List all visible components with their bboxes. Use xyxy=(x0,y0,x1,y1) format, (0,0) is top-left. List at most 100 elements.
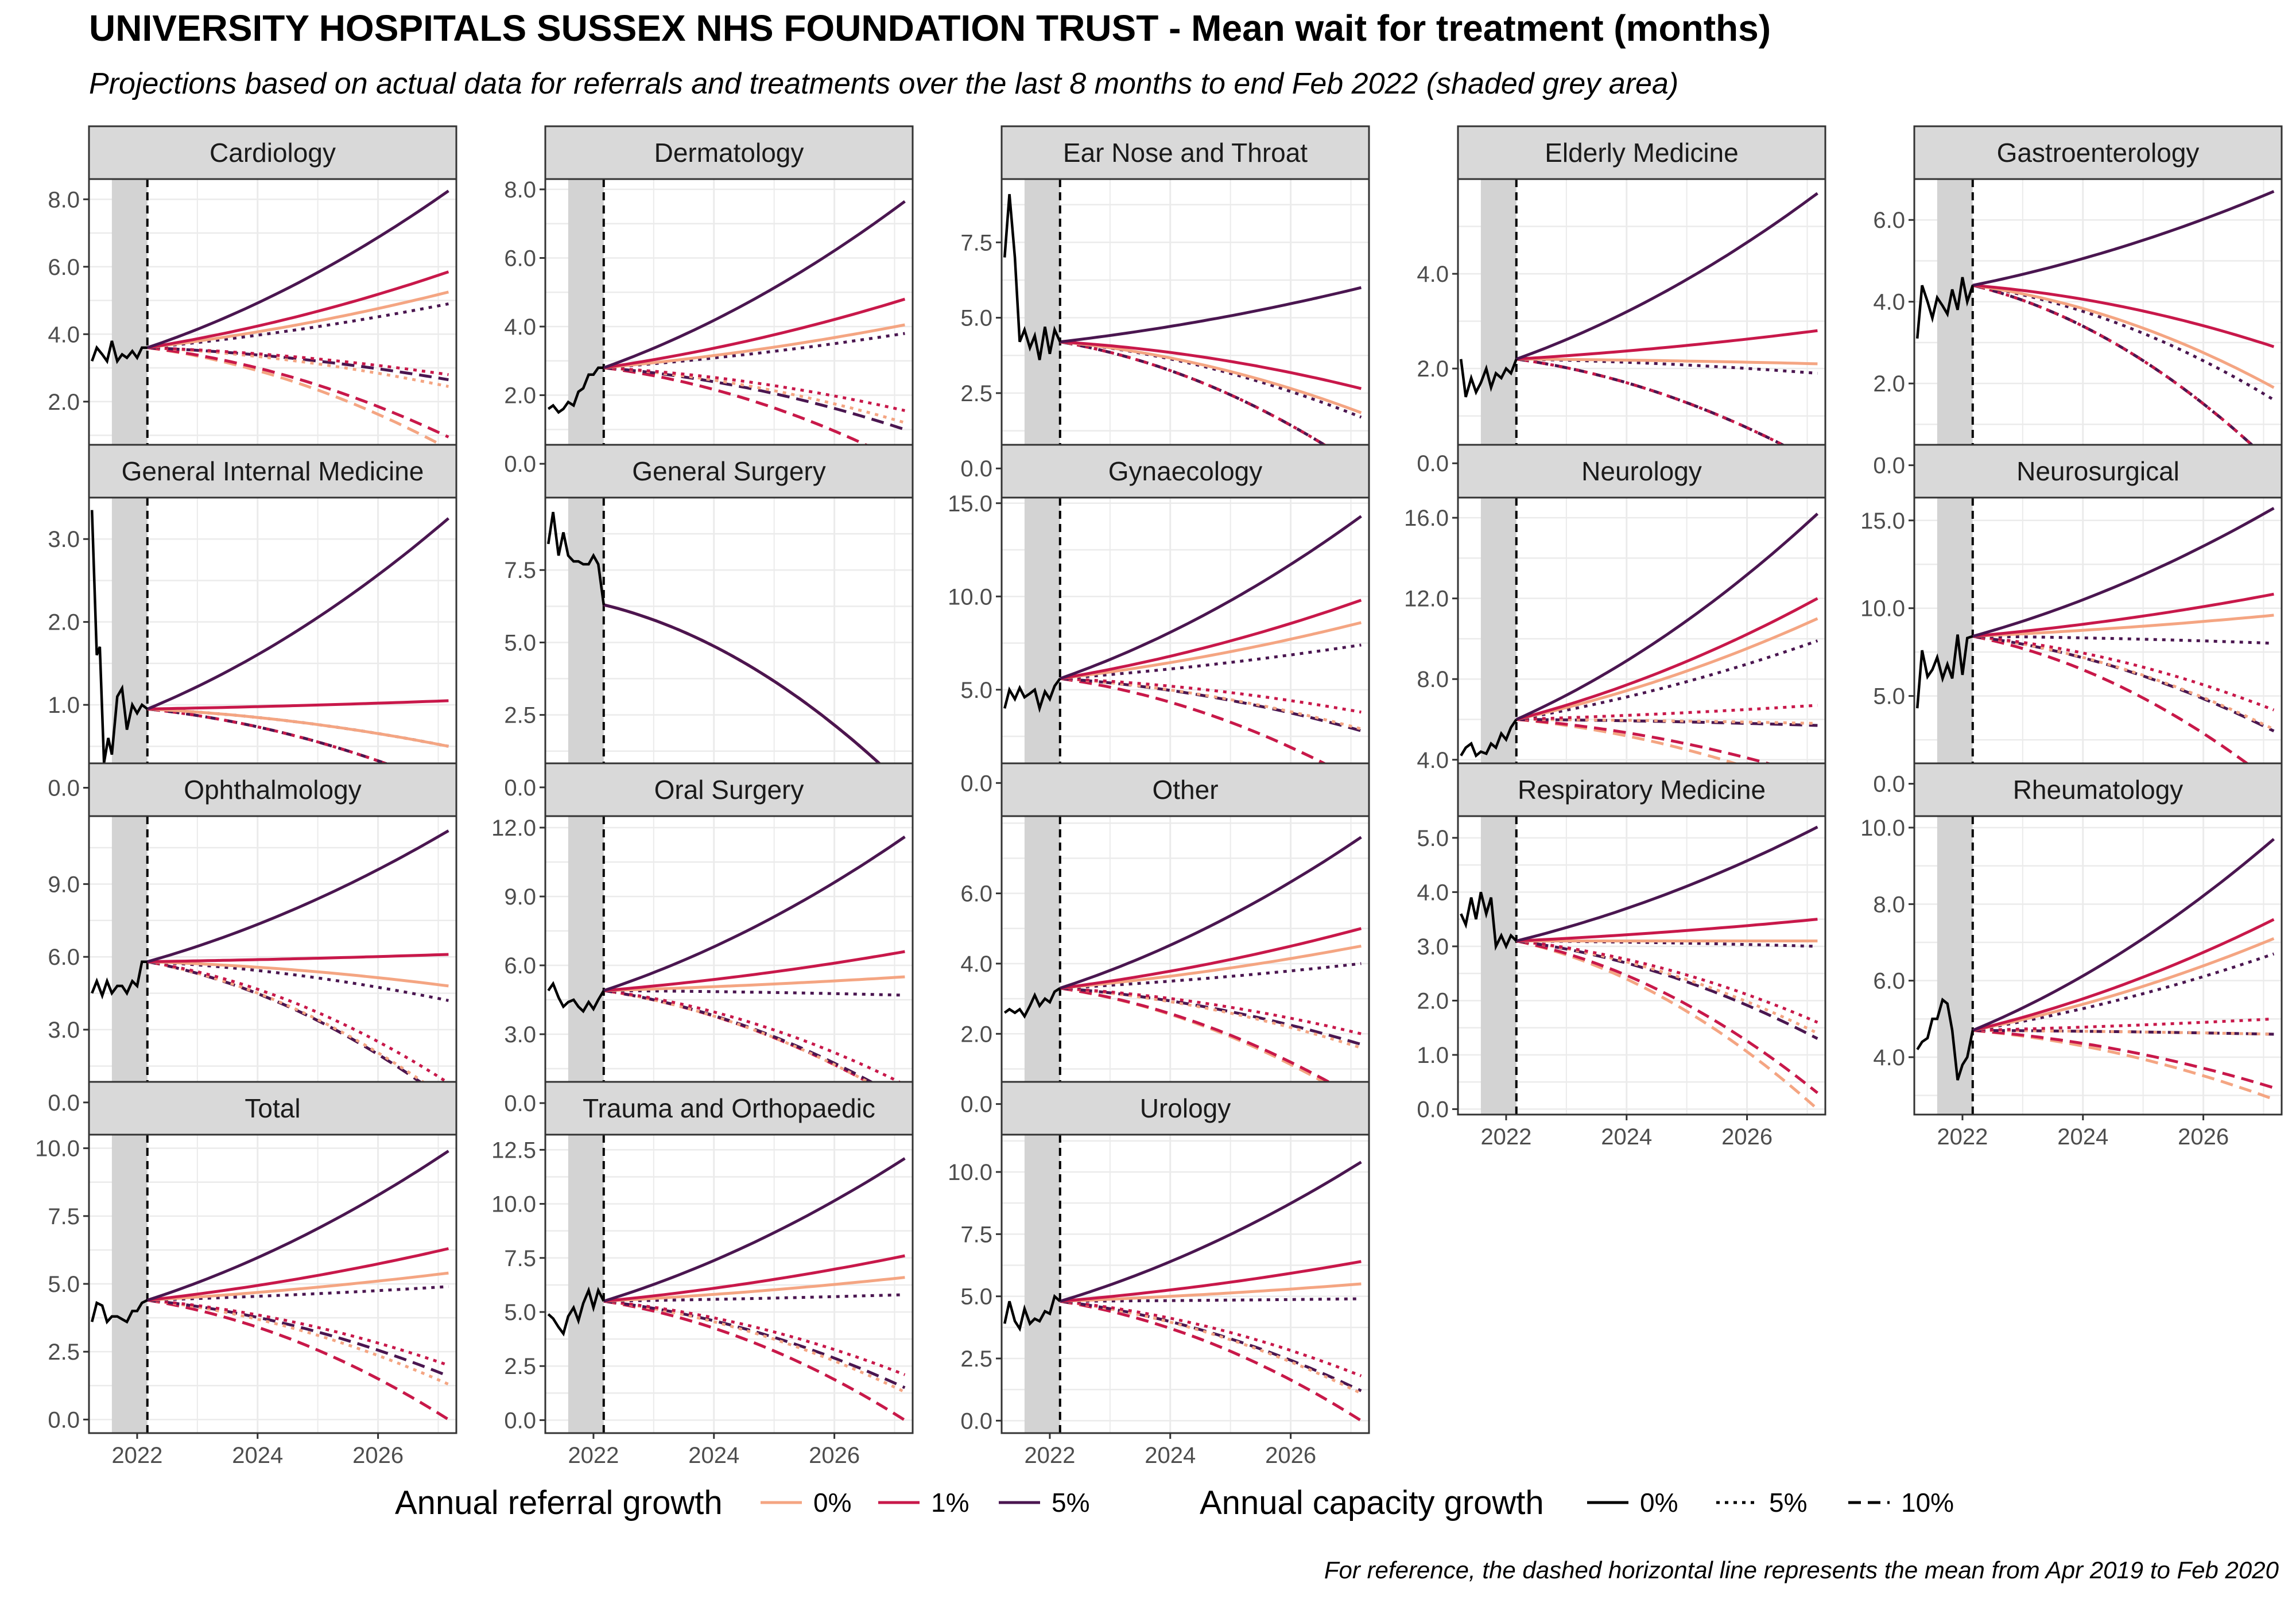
y-tick-label: 6.0 xyxy=(1873,208,1905,233)
y-tick-label: 0.0 xyxy=(504,1408,536,1433)
series-ref-1pct-cap5 xyxy=(1972,284,2275,467)
series-ref-1pct-cap0 xyxy=(1516,918,1818,942)
projection-lines xyxy=(1003,836,1362,1105)
strip-background xyxy=(544,444,914,499)
series-ref-0pct-cap5 xyxy=(1516,718,1818,725)
shaded-actual-period xyxy=(1024,1135,1060,1433)
panel-elderly-medicine: Elderly Medicine 0.0 2.0 4.0 xyxy=(1417,125,1826,479)
series-actual xyxy=(1916,997,1975,1081)
strip-label: Cardiology xyxy=(210,138,336,168)
x-tick-label: 2024 xyxy=(1145,1443,1196,1468)
series-ref-5pct-cap0 xyxy=(603,835,906,992)
panel-urology: Urology 0.0 2.5 5.0 7.5 10.0 2022 2024 2026 xyxy=(948,1081,1370,1468)
series-ref-0pct-cap5 xyxy=(147,1298,449,1386)
series-ref-5pct-cap10 xyxy=(147,1298,449,1378)
series-ref-0pct-cap0 xyxy=(147,960,449,988)
panel-rheumatology: Rheumatology 4.0 6.0 8.0 10.0 2022 2024 2026 xyxy=(1860,762,2283,1150)
y-tick-label: 2.0 xyxy=(48,610,80,635)
y-tick-label: 5.0 xyxy=(1417,826,1449,851)
series-ref-1pct-cap10 xyxy=(1972,1028,2275,1089)
series-ref-5pct-cap5 xyxy=(603,332,905,370)
shaded-actual-period xyxy=(1480,816,1517,1115)
projection-lines xyxy=(1916,838,2275,1101)
y-tick-label: 4.0 xyxy=(1873,1045,1905,1070)
series-actual xyxy=(547,981,605,1014)
shaded-actual-period xyxy=(111,498,148,796)
series-ref-1pct-cap0 xyxy=(1060,1260,1362,1303)
strip-label: Neurosurgical xyxy=(2016,456,2179,486)
strip-label: Other xyxy=(1152,775,1218,805)
series-actual xyxy=(546,511,606,605)
strip-background xyxy=(1913,444,2283,499)
shaded-actual-period xyxy=(1480,179,1517,478)
series-ref-1pct-cap5 xyxy=(147,960,449,1085)
series-actual xyxy=(547,366,604,414)
series-ref-5pct-cap0 xyxy=(1972,507,2275,638)
strip-background xyxy=(1000,444,1370,499)
shaded-actual-period xyxy=(1024,816,1060,1115)
series-ref-0pct-cap0 xyxy=(603,1276,905,1303)
series-ref-5pct-cap5 xyxy=(1516,940,1818,948)
legend-referral-title: Annual referral growth xyxy=(395,1484,723,1521)
y-tick-label: 4.0 xyxy=(1417,880,1449,905)
series-ref-1pct-cap10 xyxy=(1060,987,1362,1102)
y-tick-label: 4.0 xyxy=(1417,748,1449,773)
strip-background xyxy=(1000,762,1370,817)
projection-lines xyxy=(1003,194,1362,470)
series-ref-1pct-cap0 xyxy=(1516,329,1818,361)
series-actual xyxy=(1460,719,1518,758)
y-tick-label: 5.0 xyxy=(504,630,536,655)
y-tick-label: 2.0 xyxy=(1873,371,1905,397)
strip-label: Dermatology xyxy=(654,138,804,168)
x-tick-label: 2022 xyxy=(111,1443,162,1468)
series-actual xyxy=(90,510,149,763)
panel-other: Other 0.0 2.0 4.0 6.0 xyxy=(960,762,1370,1117)
y-tick-label: 4.0 xyxy=(48,322,80,347)
y-tick-label: 6.0 xyxy=(960,882,992,907)
x-tick-label: 2022 xyxy=(568,1443,619,1468)
series-ref-0pct-cap5 xyxy=(1060,1299,1362,1395)
series-ref-1pct-cap0 xyxy=(1060,927,1362,990)
series-ref-5pct-cap5 xyxy=(1060,962,1362,990)
series-actual xyxy=(91,340,148,364)
series-ref-1pct-cap0 xyxy=(1060,340,1362,390)
series-ref-1pct-cap0 xyxy=(603,950,905,992)
y-tick-label: 6.0 xyxy=(48,255,80,280)
series-ref-1pct-cap0 xyxy=(147,270,449,350)
series-ref-0pct-cap0 xyxy=(147,1271,449,1302)
y-tick-label: 0.0 xyxy=(960,456,992,482)
chart-caption: For reference, the dashed horizontal lin… xyxy=(1324,1556,2279,1583)
x-tick-label: 2024 xyxy=(232,1443,283,1468)
series-ref-5pct-cap5 xyxy=(147,960,449,1002)
legend-label-capacity: 5% xyxy=(1769,1488,1807,1517)
series-ref-1pct-cap5 xyxy=(1516,358,1818,465)
panel-neurology: Neurology 4.0 8.0 12.0 16.0 xyxy=(1404,444,1826,797)
y-tick-label: 6.0 xyxy=(48,945,80,970)
series-ref-1pct-cap0 xyxy=(147,699,449,711)
series-ref-5pct-cap5 xyxy=(1972,635,2274,645)
series-ref-1pct-cap0 xyxy=(603,297,906,370)
series-actual xyxy=(1915,634,1973,709)
y-tick-label: 1.0 xyxy=(1417,1043,1449,1068)
shaded-actual-period xyxy=(111,179,148,478)
x-tick-label: 2022 xyxy=(1024,1443,1075,1468)
projection-lines xyxy=(91,1150,449,1421)
gridlines xyxy=(545,1135,913,1433)
y-tick-label: 8.0 xyxy=(1417,667,1449,692)
strip-label: Respiratory Medicine xyxy=(1518,775,1766,805)
projection-lines xyxy=(1459,192,1818,465)
series-ref-5pct-cap5 xyxy=(147,1285,449,1302)
y-tick-label: 4.0 xyxy=(504,315,536,340)
shaded-actual-period xyxy=(568,179,604,478)
series-actual xyxy=(1003,1294,1061,1332)
shaded-actual-period xyxy=(1937,179,1973,478)
strip-background xyxy=(1000,125,1370,180)
y-tick-label: 0.0 xyxy=(48,1407,80,1433)
y-tick-label: 5.0 xyxy=(1873,684,1905,709)
y-tick-label: 5.0 xyxy=(48,1272,80,1297)
series-ref-0pct-cap0 xyxy=(147,707,449,748)
panel-total: Total 0.0 2.5 5.0 7.5 10.0 2022 2024 2026 xyxy=(35,1081,457,1468)
series-ref-0pct-cap0 xyxy=(1972,284,2275,389)
series-ref-1pct-cap0 xyxy=(1060,599,1362,680)
